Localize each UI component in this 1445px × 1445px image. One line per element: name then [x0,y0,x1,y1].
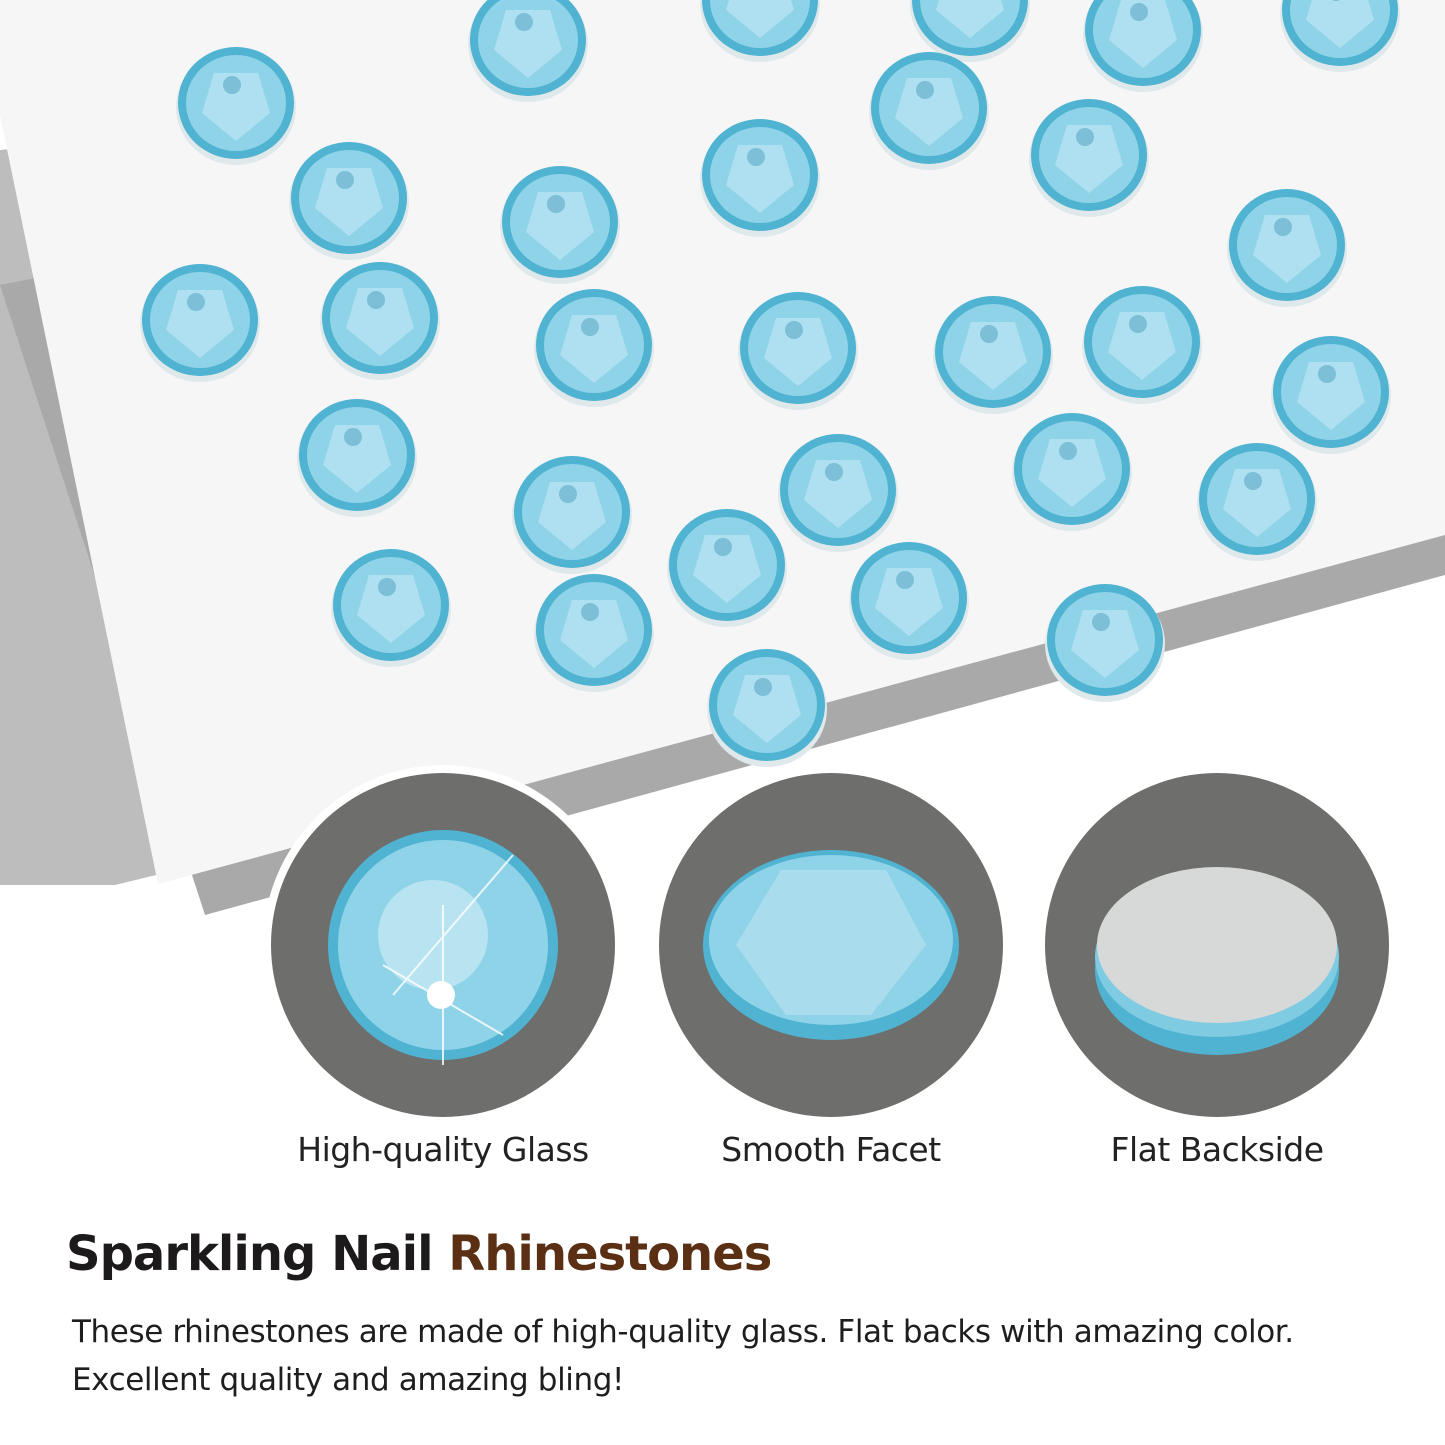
description-line-1: These rhinestones are made of high-quali… [72,1314,1294,1350]
rhinestone [910,0,1030,62]
rhinestone [468,0,588,102]
rhinestone [1197,443,1317,561]
rhinestone [297,399,417,517]
feature-label-glass: High-quality Glass [297,1130,589,1169]
headline-part-1: Sparkling Nail [66,1226,449,1282]
rhinestone [700,119,820,237]
rhinestone [1029,99,1149,217]
rhinestone [534,289,654,407]
rhinestone [1082,286,1202,404]
rhinestone [1045,584,1165,702]
rhinestone [140,264,260,382]
faceted-stone-icon [651,765,1011,1125]
sparkle-stone-icon [263,765,623,1125]
rhinestone [289,142,409,260]
rhinestone [320,262,440,380]
rhinestone [1083,0,1203,92]
rhinestone [700,0,820,62]
rhinestone [534,574,654,692]
rhinestone [176,47,296,165]
rhinestone [1012,413,1132,531]
feature-label-facet: Smooth Facet [721,1130,941,1169]
rhinestone [1271,336,1391,454]
headline: Sparkling Nail Rhinestones [66,1226,772,1282]
rhinestone [1227,189,1347,307]
rhinestone [933,296,1053,414]
flat-back-stone-icon [1037,765,1397,1125]
rhinestone [331,549,451,667]
rhinestone [849,542,969,660]
rhinestone [707,649,827,767]
headline-part-2: Rhinestones [448,1226,772,1282]
rhinestone [778,434,898,552]
description-line-2: Excellent quality and amazing bling! [72,1362,625,1398]
description: These rhinestones are made of high-quali… [72,1308,1412,1404]
rhinestone [1280,0,1400,72]
rhinestone [869,52,989,170]
rhinestone [738,292,858,410]
rhinestone [512,456,632,574]
rhinestone [667,509,787,627]
feature-label-flat-back: Flat Backside [1110,1130,1324,1169]
rhinestone [500,166,620,284]
